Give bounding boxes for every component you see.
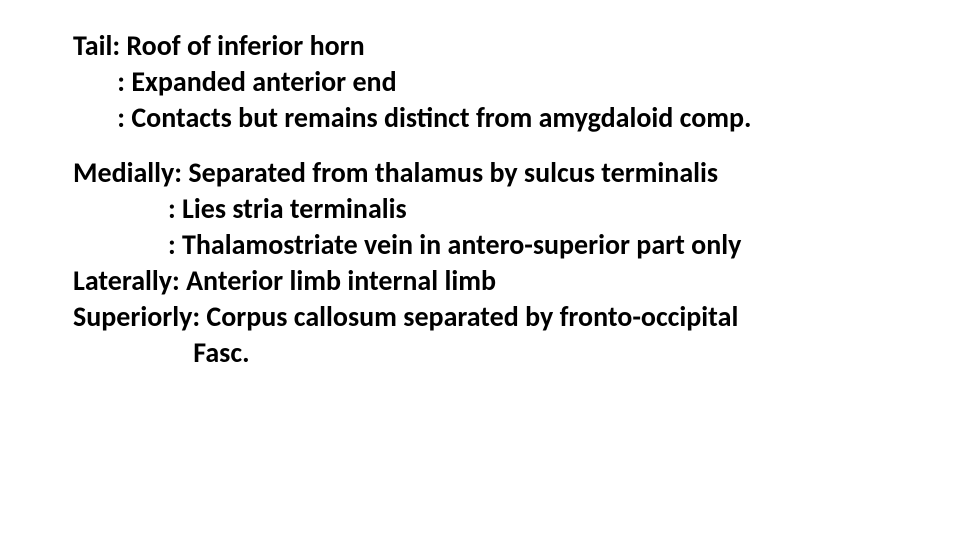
medially-line-3: : Thalamostriate vein in antero-superior… — [73, 227, 950, 263]
superiorly-line-1: Superiorly: Corpus callosum separated by… — [73, 299, 950, 335]
medially-line-2: : Lies stria terminalis — [73, 191, 950, 227]
medially-line-1: Medially: Separated from thalamus by sul… — [73, 155, 950, 191]
tail-line-2: : Expanded anterior end — [73, 64, 950, 100]
superiorly-line-2: Fasc. — [73, 335, 950, 371]
laterally-line: Laterally: Anterior limb internal limb — [73, 263, 950, 299]
tail-line-3: : Contacts but remains distinct from amy… — [73, 100, 950, 136]
tail-line-1: Tail: Roof of inferior horn — [73, 28, 950, 64]
paragraph-gap — [73, 135, 950, 155]
slide-container: Tail: Roof of inferior horn : Expanded a… — [0, 0, 960, 540]
